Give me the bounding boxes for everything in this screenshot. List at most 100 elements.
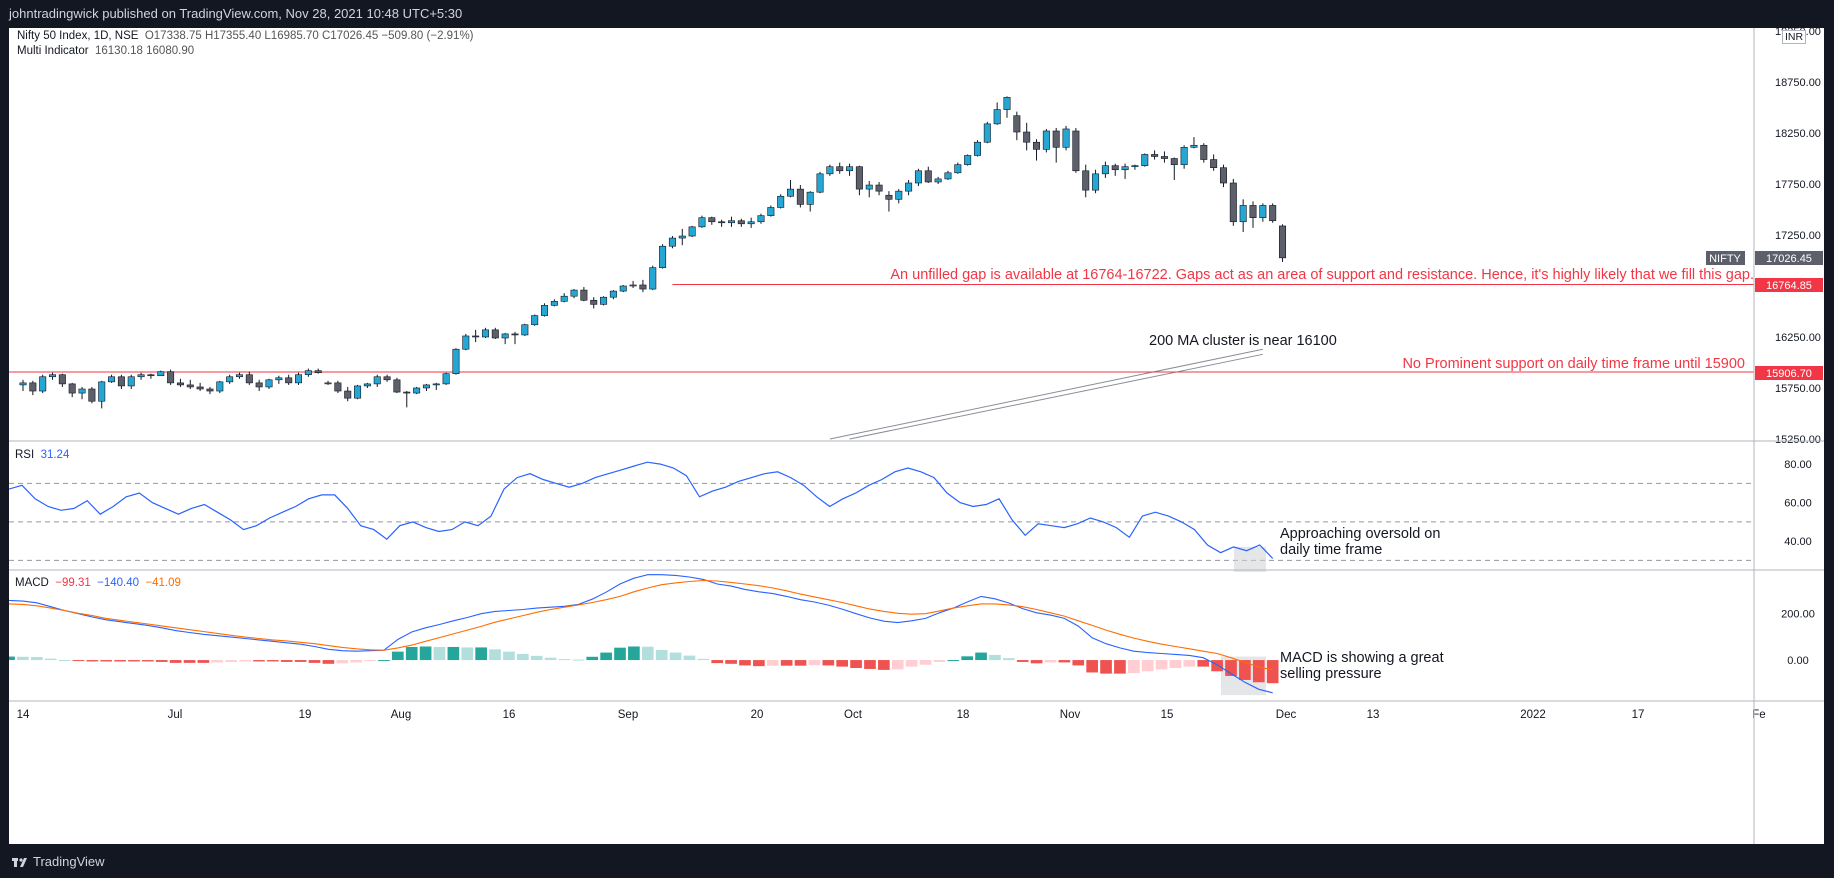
candle-body xyxy=(885,194,893,200)
time-tick-label: 15 xyxy=(1161,709,1174,721)
candle-body xyxy=(875,184,883,192)
candle-body xyxy=(255,382,263,388)
currency-label[interactable]: INR xyxy=(1782,30,1807,44)
candle-body xyxy=(993,109,1001,125)
indicator-legend[interactable]: Multi Indicator 16130.18 16080.90 xyxy=(17,45,194,57)
candle-body xyxy=(481,329,489,338)
price-tick-label: 17250.00 xyxy=(1775,230,1821,242)
gap-annotation: An unfilled gap is available at 16764-16… xyxy=(890,267,1754,283)
candle-body xyxy=(108,376,116,383)
macd-legend[interactable]: MACD −99.31 −140.40 −41.09 xyxy=(15,577,181,589)
macd-tick-label: 200.00 xyxy=(1781,608,1815,620)
macd-histogram-bar xyxy=(739,660,751,666)
candle-body xyxy=(954,164,962,174)
candle-body xyxy=(619,285,627,292)
macd-histogram-bar xyxy=(1072,660,1085,666)
macd-histogram-bar xyxy=(641,646,654,661)
candle-body xyxy=(472,335,480,338)
chart-svg[interactable]: 19250.0018750.0018250.0017750.0017250.00… xyxy=(9,28,1824,844)
macd-histogram-bar xyxy=(864,660,876,669)
candle-body xyxy=(1013,115,1021,133)
price-tick-label: 18250.00 xyxy=(1775,128,1821,140)
candle-body xyxy=(590,299,598,305)
candle-body xyxy=(127,376,135,387)
macd-histogram-bar xyxy=(405,646,418,661)
candle-body xyxy=(1249,205,1257,218)
macd-histogram-bar xyxy=(17,656,29,661)
chart-frame[interactable]: 19250.0018750.0018250.0017750.0017250.00… xyxy=(9,28,1824,844)
time-tick-label: 20 xyxy=(751,709,764,721)
macd-histogram-bar xyxy=(267,660,279,662)
candle-body xyxy=(186,384,194,388)
candle-body xyxy=(176,382,184,386)
candle-body xyxy=(855,166,863,190)
candle-body xyxy=(334,382,342,392)
support-level-badge[interactable] xyxy=(1755,366,1823,380)
candle-body xyxy=(226,376,234,383)
macd-histogram-bar xyxy=(391,651,404,661)
candle-body xyxy=(1170,158,1178,165)
candle-body xyxy=(19,382,27,386)
macd-histogram-bar xyxy=(1141,660,1154,672)
macd-histogram-bar xyxy=(891,660,904,670)
macd-histogram-bar xyxy=(878,660,890,670)
gap-level-badge[interactable] xyxy=(1755,278,1823,292)
candle-body xyxy=(88,388,96,402)
candle-body xyxy=(1101,165,1109,175)
candle-body xyxy=(757,215,765,223)
footer-brand[interactable]: TradingView xyxy=(33,854,105,869)
time-tick-label: Jul xyxy=(168,709,183,721)
macd-panel[interactable] xyxy=(9,574,1279,696)
last-price-badge[interactable] xyxy=(1755,251,1823,265)
macd-histogram-bar xyxy=(794,660,807,666)
rsi-legend[interactable]: RSI 31.24 xyxy=(15,449,69,461)
time-tick-label: Fe xyxy=(1752,709,1765,721)
ma200-line-a xyxy=(829,348,1263,440)
publisher-bar: johntradingwick published on TradingView… xyxy=(0,0,1834,28)
macd-value-signal: −41.09 xyxy=(145,577,181,589)
tradingview-logo-icon xyxy=(12,858,27,867)
macd-histogram-bar xyxy=(433,646,446,661)
candle-body xyxy=(147,374,155,377)
macd-histogram-bar xyxy=(1114,660,1126,674)
candle-body xyxy=(678,235,686,239)
candle-body xyxy=(216,381,224,392)
macd-histogram-bar xyxy=(350,660,362,663)
time-tick-label: Oct xyxy=(844,709,863,721)
macd-histogram-bar xyxy=(489,649,501,661)
macd-histogram-bar xyxy=(850,660,862,669)
macd-histogram-bar xyxy=(1197,660,1210,667)
rsi-panel[interactable] xyxy=(9,461,1754,572)
candle-body xyxy=(49,374,57,378)
macd-histogram-bar xyxy=(72,660,85,662)
time-tick-label: Aug xyxy=(391,709,411,721)
candle-body xyxy=(747,221,755,225)
support-annotation: No Prominent support on daily time frame… xyxy=(1402,356,1745,372)
rsi-tick-label: 60.00 xyxy=(1784,498,1812,510)
candle-body xyxy=(531,315,539,326)
price-panel[interactable] xyxy=(9,96,1754,440)
macd-histogram-bar xyxy=(919,660,932,665)
macd-histogram-bar xyxy=(30,657,43,661)
candle-body xyxy=(983,123,991,143)
time-tick-label: Sep xyxy=(618,709,638,721)
macd-histogram-bar xyxy=(155,660,168,662)
candle-body xyxy=(1229,182,1237,223)
candle-body xyxy=(787,188,795,197)
macd-histogram-bar xyxy=(503,651,515,661)
macd-histogram-bar xyxy=(572,659,585,661)
macd-histogram-bar xyxy=(211,660,224,663)
macd-histogram-bar xyxy=(322,660,335,664)
time-tick-label: Nov xyxy=(1060,709,1081,721)
candle-body xyxy=(98,381,106,402)
rsi-annotation-line1: Approaching oversold on xyxy=(1280,526,1440,542)
candle-body xyxy=(1072,130,1080,172)
macd-histogram-bar xyxy=(308,660,321,663)
macd-histogram-bar xyxy=(808,660,821,666)
macd-histogram-bar xyxy=(169,660,182,663)
symbol-legend[interactable]: Nifty 50 Index, 1D, NSE O17338.75 H17355… xyxy=(17,30,474,42)
macd-histogram-bar xyxy=(1086,660,1098,673)
candle-body xyxy=(600,296,608,305)
candle-body xyxy=(344,390,352,399)
macd-histogram-bar xyxy=(628,646,640,661)
